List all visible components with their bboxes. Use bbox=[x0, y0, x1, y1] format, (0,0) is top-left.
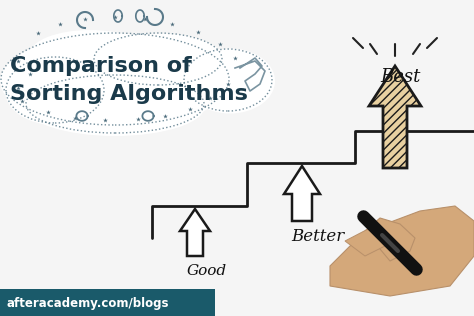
Polygon shape bbox=[180, 209, 210, 256]
Ellipse shape bbox=[30, 30, 150, 78]
Ellipse shape bbox=[0, 33, 230, 129]
Text: Best: Best bbox=[380, 68, 420, 86]
FancyBboxPatch shape bbox=[0, 289, 215, 316]
Polygon shape bbox=[365, 218, 415, 261]
Polygon shape bbox=[284, 166, 320, 221]
Text: Good: Good bbox=[187, 264, 227, 278]
Text: afteracademy.com/blogs: afteracademy.com/blogs bbox=[7, 296, 170, 309]
Polygon shape bbox=[345, 228, 385, 256]
Ellipse shape bbox=[5, 57, 105, 125]
Polygon shape bbox=[330, 206, 474, 296]
Text: Comparison of: Comparison of bbox=[10, 56, 192, 76]
Ellipse shape bbox=[185, 48, 275, 113]
Polygon shape bbox=[369, 66, 421, 168]
Text: Better: Better bbox=[292, 228, 345, 245]
Text: Sorting Algorithms: Sorting Algorithms bbox=[10, 84, 248, 104]
Ellipse shape bbox=[95, 33, 225, 88]
Ellipse shape bbox=[25, 76, 205, 136]
